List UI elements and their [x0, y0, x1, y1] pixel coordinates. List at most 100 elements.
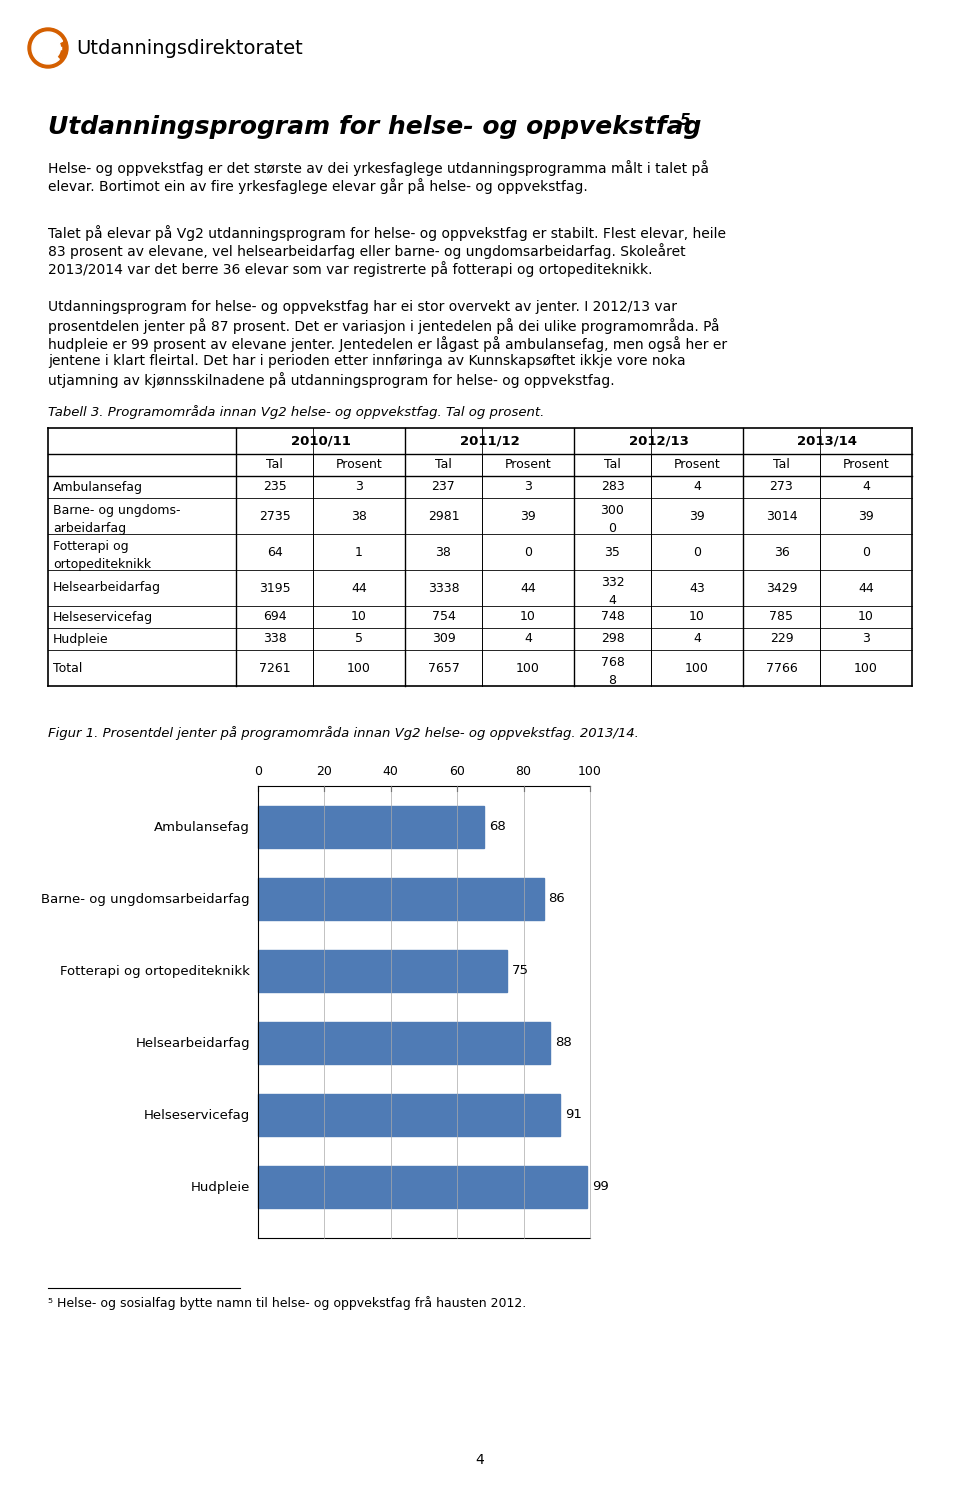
Bar [258, 878, 543, 920]
Text: Ambulansefag: Ambulansefag [53, 481, 143, 493]
Text: 338: 338 [263, 633, 286, 645]
Text: 7657: 7657 [427, 661, 460, 675]
Text: arbeidarfag: arbeidarfag [53, 522, 126, 535]
Text: 2013/14: 2013/14 [798, 434, 857, 448]
Text: ortopediteknikk: ortopediteknikk [53, 558, 151, 571]
Text: 748: 748 [601, 610, 624, 624]
Text: Utdanningsprogram for helse- og oppvekstfag: Utdanningsprogram for helse- og oppvekst… [48, 116, 702, 138]
Text: 4: 4 [862, 481, 870, 493]
Text: 68: 68 [489, 821, 506, 834]
Text: 38: 38 [436, 546, 451, 559]
Text: 273: 273 [770, 481, 793, 493]
Text: 2735: 2735 [258, 510, 290, 523]
Text: Prosent: Prosent [505, 458, 551, 472]
Text: 100: 100 [516, 661, 540, 675]
Text: elevar. Bortimot ein av fire yrkesfaglege elevar går på helse- og oppvekstfag.: elevar. Bortimot ein av fire yrkesfagleg… [48, 177, 588, 194]
Bar [258, 950, 507, 992]
Text: 39: 39 [520, 510, 536, 523]
Text: 3014: 3014 [766, 510, 798, 523]
Text: 60: 60 [449, 765, 466, 779]
Text: 754: 754 [432, 610, 455, 624]
Text: Helse- og oppvekstfag er det største av dei yrkesfaglege utdanningsprogramma mål: Helse- og oppvekstfag er det største av … [48, 159, 709, 176]
Text: 39: 39 [689, 510, 705, 523]
Bar [258, 806, 484, 848]
Text: Utdanningsdirektoratet: Utdanningsdirektoratet [76, 39, 302, 57]
Text: Utdanningsprogram for helse- og oppvekstfag har ei stor overvekt av jenter. I 20: Utdanningsprogram for helse- og oppvekst… [48, 301, 677, 314]
Text: Ambulansefag: Ambulansefag [155, 821, 250, 834]
Text: Tal: Tal [266, 458, 283, 472]
Text: 3195: 3195 [258, 582, 290, 595]
Text: 235: 235 [263, 481, 286, 493]
Text: 0: 0 [693, 546, 701, 559]
Text: 229: 229 [770, 633, 793, 645]
Text: utjamning av kjønnsskilnadene på utdanningsprogram for helse- og oppvekstfag.: utjamning av kjønnsskilnadene på utdanni… [48, 373, 614, 388]
Text: 300: 300 [601, 504, 624, 517]
Text: 44: 44 [520, 582, 536, 595]
Text: Tabell 3. Programområda innan Vg2 helse- og oppvekstfag. Tal og prosent.: Tabell 3. Programområda innan Vg2 helse-… [48, 404, 544, 419]
Text: 2013/2014 var det berre 36 elevar som var registrerte på fotterapi og ortopedite: 2013/2014 var det berre 36 elevar som va… [48, 262, 653, 277]
Text: 88: 88 [555, 1037, 572, 1049]
Text: 2981: 2981 [428, 510, 459, 523]
Text: Hudpleie: Hudpleie [53, 633, 108, 645]
Text: Hudpleie: Hudpleie [191, 1180, 250, 1193]
Text: 283: 283 [601, 481, 624, 493]
Text: 3338: 3338 [428, 582, 459, 595]
Text: Helsearbeidarfag: Helsearbeidarfag [53, 582, 161, 595]
Text: 10: 10 [351, 610, 367, 624]
Text: 0: 0 [862, 546, 870, 559]
Text: Talet på elevar på Vg2 utdanningsprogram for helse- og oppvekstfag er stabilt. F: Talet på elevar på Vg2 utdanningsprogram… [48, 225, 726, 240]
Text: 4: 4 [524, 633, 532, 645]
Text: 3429: 3429 [766, 582, 797, 595]
Text: Tal: Tal [604, 458, 621, 472]
Text: 10: 10 [520, 610, 536, 624]
Text: 2011/12: 2011/12 [460, 434, 519, 448]
Text: 75: 75 [512, 965, 529, 977]
Text: 4: 4 [693, 481, 701, 493]
Text: 39: 39 [858, 510, 874, 523]
Bar [258, 1166, 587, 1208]
Text: 43: 43 [689, 582, 705, 595]
Text: 36: 36 [774, 546, 789, 559]
Text: 0: 0 [254, 765, 262, 779]
Bar [258, 1094, 560, 1136]
Text: 100: 100 [348, 661, 371, 675]
Text: 5: 5 [680, 113, 690, 128]
Text: jentene i klart fleirtal. Det har i perioden etter innføringa av Kunnskapsøftet : jentene i klart fleirtal. Det har i peri… [48, 355, 685, 368]
Text: 7766: 7766 [766, 661, 798, 675]
Text: Helseservicefag: Helseservicefag [144, 1109, 250, 1121]
Text: Figur 1. Prosentdel jenter på programområda innan Vg2 helse- og oppvekstfag. 201: Figur 1. Prosentdel jenter på programomr… [48, 726, 638, 739]
Text: Helseservicefag: Helseservicefag [53, 610, 154, 624]
Text: Fotterapi og: Fotterapi og [53, 540, 129, 553]
Text: Prosent: Prosent [674, 458, 720, 472]
Text: 10: 10 [689, 610, 705, 624]
Text: 100: 100 [578, 765, 602, 779]
Circle shape [28, 29, 68, 68]
Text: ⁵ Helse- og sosialfag bytte namn til helse- og oppvekstfag frå hausten 2012.: ⁵ Helse- og sosialfag bytte namn til hel… [48, 1296, 526, 1311]
Text: Total: Total [53, 661, 83, 675]
Text: 7261: 7261 [258, 661, 290, 675]
Text: 0: 0 [609, 522, 616, 535]
Text: 80: 80 [516, 765, 532, 779]
Text: 40: 40 [383, 765, 398, 779]
Text: 3: 3 [862, 633, 870, 645]
Text: Prosent: Prosent [336, 458, 382, 472]
Text: 3: 3 [524, 481, 532, 493]
Text: 100: 100 [685, 661, 708, 675]
Text: 309: 309 [432, 633, 455, 645]
Text: 4: 4 [609, 594, 616, 607]
Text: 8: 8 [609, 675, 616, 687]
Wedge shape [32, 32, 62, 65]
Text: 91: 91 [565, 1109, 582, 1121]
Text: 99: 99 [591, 1180, 609, 1193]
Text: 4: 4 [693, 633, 701, 645]
Text: 298: 298 [601, 633, 624, 645]
Text: 44: 44 [858, 582, 874, 595]
Text: 0: 0 [524, 546, 532, 559]
Text: 694: 694 [263, 610, 286, 624]
Text: 4: 4 [475, 1453, 485, 1467]
Text: 35: 35 [605, 546, 620, 559]
Text: Tal: Tal [435, 458, 452, 472]
Text: 100: 100 [854, 661, 878, 675]
Text: 86: 86 [548, 893, 565, 905]
Text: prosentdelen jenter på 87 prosent. Det er variasjon i jentedelen på dei ulike pr: prosentdelen jenter på 87 prosent. Det e… [48, 319, 719, 334]
